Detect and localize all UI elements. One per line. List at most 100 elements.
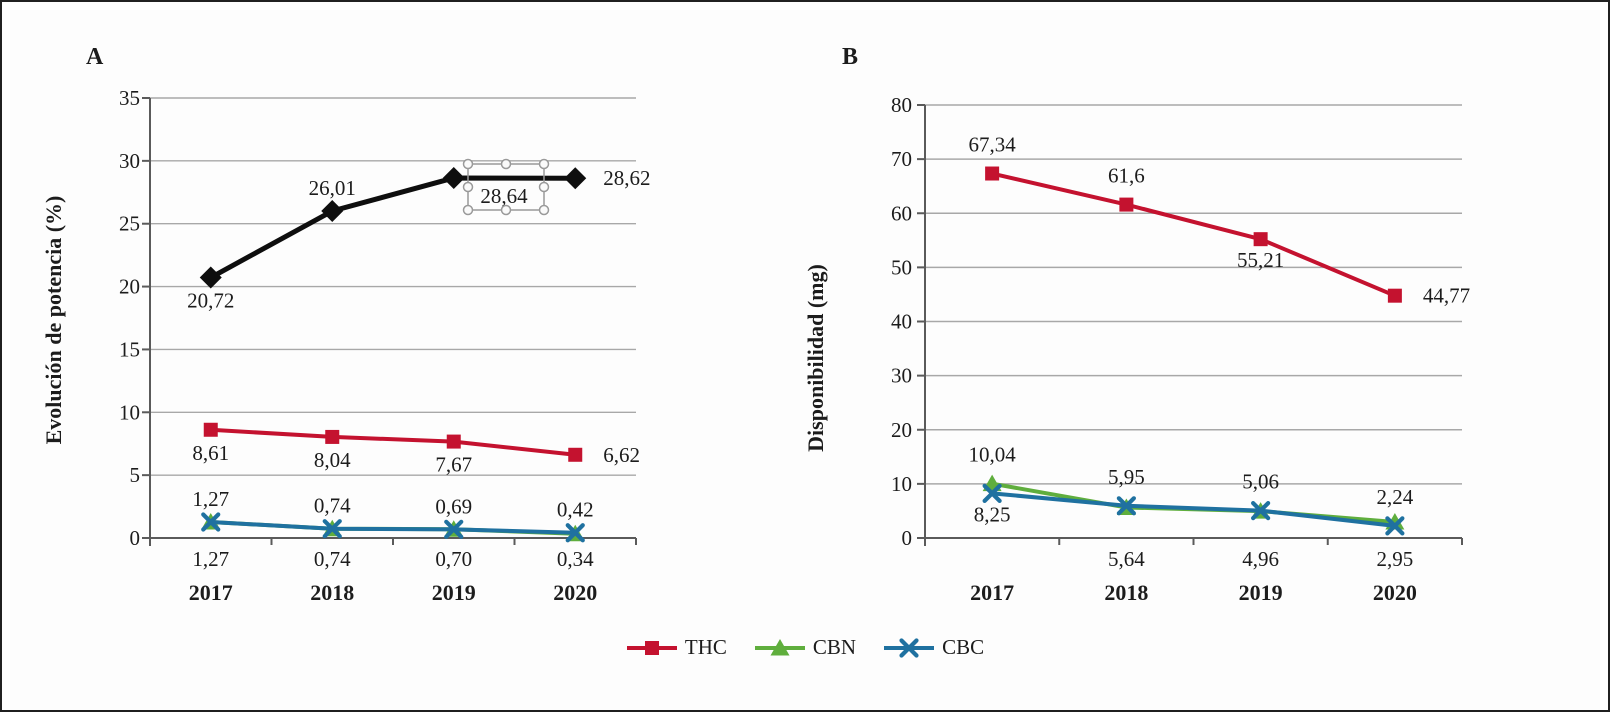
- x-legend-key-icon: [884, 637, 935, 658]
- y-tick-label: 20: [891, 418, 912, 442]
- x-marker: [322, 519, 342, 539]
- data-label: 5,06: [1242, 470, 1279, 494]
- x-category-label: 2019: [432, 580, 476, 605]
- panel-B: 0 10 20 30 40 50 60 70 80 2017 2018 2019 2020 67,34 61…: [891, 93, 1470, 605]
- legend-label: CBN: [812, 635, 857, 659]
- series-CBC: 1,27 0,74 0,69 0,42: [192, 487, 594, 543]
- data-label: 0,70: [435, 547, 472, 571]
- legend-item-cbc: CBC: [883, 635, 984, 660]
- x-category-label: 2018: [310, 580, 354, 605]
- series-line: [210, 427, 576, 457]
- series-black-diamond: 20,72 26,01 28,62: [187, 166, 650, 312]
- y-tick-label: 50: [891, 255, 912, 279]
- diamond-marker: [199, 266, 222, 289]
- selection-handle[interactable]: [538, 204, 550, 216]
- square-marker: [1119, 197, 1134, 212]
- data-label: 8,25: [974, 502, 1011, 526]
- data-label: 5,64: [1108, 547, 1145, 571]
- series-line: [991, 491, 1396, 528]
- selection-handle[interactable]: [462, 204, 474, 216]
- x-marker: [899, 637, 919, 658]
- data-label: 0,42: [557, 498, 594, 522]
- series-CBC: 8,25 5,95 5,06 2,24: [974, 465, 1414, 536]
- square-marker: [325, 429, 340, 444]
- data-label: 0,74: [314, 547, 351, 571]
- chart-legend: THC CBN CBC: [2, 635, 1608, 660]
- data-label: 28,62: [603, 166, 650, 190]
- selection-handle[interactable]: [500, 158, 512, 170]
- y-tick-label: 60: [891, 201, 912, 225]
- diamond-marker: [564, 167, 587, 190]
- selection-handle[interactable]: [462, 181, 474, 193]
- y-tick-label: 40: [891, 310, 912, 334]
- x-category-label: 2017: [189, 580, 233, 605]
- y-tick-label: 25: [119, 212, 140, 236]
- y-tick-label: 15: [119, 337, 140, 361]
- data-label: 0,74: [314, 494, 351, 518]
- data-label: 5,95: [1108, 465, 1145, 489]
- y-tick-label: 0: [902, 526, 913, 550]
- data-label: 7,67: [435, 453, 472, 477]
- x-marker: [1251, 501, 1271, 521]
- panel-b-letter: B: [842, 44, 859, 70]
- y-tick-label: 70: [891, 147, 912, 171]
- series-line: [209, 175, 576, 280]
- selection-box[interactable]: 28,64: [462, 158, 550, 216]
- x-marker: [982, 483, 1002, 503]
- square-legend-key-icon: [626, 640, 677, 655]
- selection-handle[interactable]: [500, 204, 512, 216]
- x-marker: [565, 523, 585, 543]
- y-tick-label: 80: [891, 93, 912, 117]
- x-marker: [1385, 516, 1405, 536]
- square-marker: [1387, 288, 1402, 303]
- x-marker: [444, 519, 464, 539]
- legend-label: CBC: [942, 635, 985, 659]
- data-label: 0,34: [557, 547, 594, 571]
- series-line: [210, 520, 576, 535]
- data-label: 4,96: [1242, 547, 1279, 571]
- y-tick-label: 35: [119, 86, 140, 110]
- legend-label: THC: [684, 635, 727, 659]
- data-label: 55,21: [1237, 248, 1284, 272]
- selection-handle[interactable]: [462, 158, 474, 170]
- data-label: 8,61: [192, 441, 229, 465]
- data-label: 67,34: [969, 133, 1017, 157]
- x-category-label: 2017: [970, 580, 1014, 605]
- data-label: 20,72: [187, 289, 234, 313]
- y-tick-label: 30: [119, 149, 140, 173]
- y-tick-label: 10: [119, 400, 140, 424]
- y-tick-label: 0: [130, 526, 141, 550]
- square-marker: [568, 447, 583, 462]
- x-marker: [201, 512, 221, 532]
- square-marker: [985, 166, 1000, 181]
- x-category-label: 2020: [553, 580, 597, 605]
- triangle-legend-key-icon: [754, 638, 805, 655]
- series-THC: 67,34 61,6 55,21 44,77: [969, 133, 1471, 308]
- data-label: 0,69: [435, 494, 472, 518]
- selected-data-label: 28,64: [480, 184, 528, 208]
- square-marker: [1253, 232, 1268, 247]
- selection-handle[interactable]: [538, 181, 550, 193]
- series-line: [991, 171, 1396, 298]
- selection-handle[interactable]: [538, 158, 550, 170]
- y-tick-label: 30: [891, 364, 912, 388]
- y-tick-label: 10: [891, 472, 912, 496]
- panel-a-letter: A: [86, 44, 104, 70]
- data-label: 1,27: [192, 487, 229, 511]
- diamond-marker: [321, 200, 344, 223]
- data-label: 2,95: [1377, 547, 1414, 571]
- data-label: 2,24: [1377, 485, 1414, 509]
- triangle-marker: [770, 638, 790, 655]
- x-marker: [1116, 496, 1136, 516]
- data-label: 8,04: [314, 448, 351, 472]
- diamond-marker: [442, 166, 465, 189]
- data-label: 44,77: [1423, 284, 1470, 308]
- y-tick-label: 20: [119, 275, 140, 299]
- x-category-label: 2019: [1239, 580, 1283, 605]
- square-marker: [203, 422, 218, 437]
- series-line: [991, 481, 1396, 525]
- square-marker: [446, 434, 461, 449]
- data-label: 26,01: [309, 176, 356, 200]
